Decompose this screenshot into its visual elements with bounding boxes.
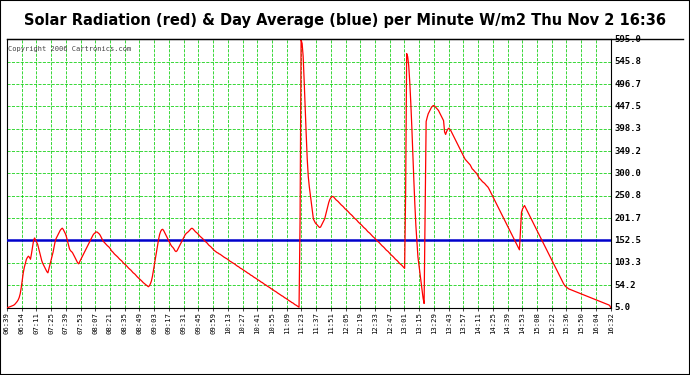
Text: 349.2: 349.2 — [614, 147, 641, 156]
Text: 595.0: 595.0 — [614, 35, 641, 44]
Text: 250.8: 250.8 — [614, 191, 641, 200]
Text: 545.8: 545.8 — [614, 57, 641, 66]
Text: 447.5: 447.5 — [614, 102, 641, 111]
Text: 5.0: 5.0 — [614, 303, 630, 312]
Text: Solar Radiation (red) & Day Average (blue) per Minute W/m2 Thu Nov 2 16:36: Solar Radiation (red) & Day Average (blu… — [24, 13, 666, 28]
Text: 300.0: 300.0 — [614, 169, 641, 178]
Text: 152.5: 152.5 — [614, 236, 641, 245]
Text: 398.3: 398.3 — [614, 124, 641, 133]
Text: 201.7: 201.7 — [614, 214, 641, 223]
Text: 54.2: 54.2 — [614, 280, 635, 290]
Text: Copyright 2006 Cartronics.com: Copyright 2006 Cartronics.com — [8, 46, 131, 52]
Text: 103.3: 103.3 — [614, 258, 641, 267]
Text: 496.7: 496.7 — [614, 80, 641, 88]
